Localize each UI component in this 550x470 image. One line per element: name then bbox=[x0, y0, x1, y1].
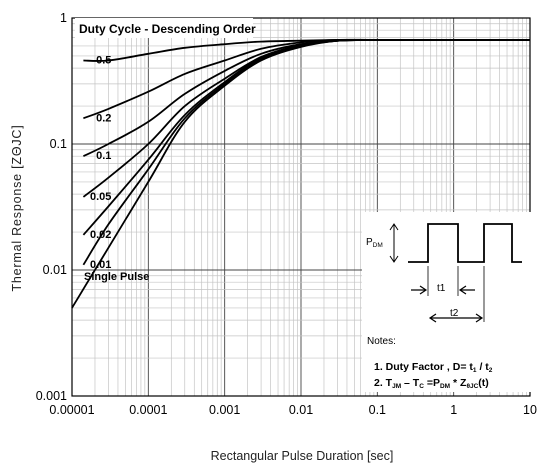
x-axis-label: Rectangular Pulse Duration [sec] bbox=[211, 449, 394, 463]
pdm-arrow-head-bottom bbox=[389, 255, 399, 263]
note-duty-factor: 1. Duty Factor , D= t1 / t2 bbox=[374, 361, 493, 374]
curve-group bbox=[71, 38, 530, 309]
y-axis-label: Thermal Response [ZΘJC] bbox=[10, 124, 24, 291]
curve-single-pulse bbox=[71, 38, 530, 309]
curve-0-2 bbox=[83, 38, 530, 120]
x-tick-label: 0.001 bbox=[209, 403, 240, 417]
curve-label-0-02: 0.02 bbox=[90, 229, 111, 241]
curve-label-0-1: 0.1 bbox=[96, 150, 111, 162]
x-tick-label: 0.1 bbox=[369, 403, 386, 417]
tick-label-group: 0.00001 0.0001 0.001 0.01 0.1 1 10 0.001 0.01 0.1… bbox=[36, 11, 537, 417]
y-tick-label: 0.01 bbox=[43, 263, 67, 277]
legend-title-box bbox=[75, 18, 253, 38]
curve-label-0-5: 0.5 bbox=[96, 54, 111, 66]
t1-arrow-left bbox=[411, 285, 428, 295]
curve-0-05 bbox=[82, 38, 530, 198]
x-tick-label: 0.0001 bbox=[129, 403, 167, 417]
curve-label-0-05: 0.05 bbox=[90, 191, 111, 203]
t1-arrow-right bbox=[458, 285, 475, 295]
note-junction-temp: 2. TJM – TC =PDM * ZθJC(t) bbox=[374, 377, 489, 390]
y-tick-label: 1 bbox=[60, 11, 67, 25]
x-tick-label: 1 bbox=[450, 403, 457, 417]
inset-background bbox=[362, 212, 532, 392]
x-tick-label: 0.00001 bbox=[49, 403, 94, 417]
curve-label-0-2: 0.2 bbox=[96, 112, 111, 124]
curve-label-0-01: 0.01 bbox=[90, 259, 111, 271]
curve-label-single-pulse: Single Pulse bbox=[84, 271, 149, 283]
x-tick-label: 10 bbox=[523, 403, 537, 417]
y-tick-label: 0.001 bbox=[36, 389, 67, 403]
x-tick-label: 0.01 bbox=[289, 403, 313, 417]
curve-0-1 bbox=[83, 38, 530, 158]
notes-label: Notes: bbox=[367, 336, 396, 347]
curve-0-02 bbox=[82, 38, 530, 236]
inset-panel: PDM t1 t2 Notes: 1. Duty Factor , D= t1 … bbox=[362, 212, 532, 392]
t2-arrow bbox=[428, 313, 484, 323]
y-tick-label: 0.1 bbox=[50, 137, 67, 151]
t1-label: t1 bbox=[437, 283, 446, 294]
pdm-arrow-head-top bbox=[389, 223, 399, 231]
t2-label: t2 bbox=[450, 308, 459, 319]
plot-frame bbox=[71, 17, 531, 397]
pdm-label: PDM bbox=[366, 237, 383, 249]
legend-title: Duty Cycle - Descending Order bbox=[79, 22, 256, 36]
pulse-waveform bbox=[408, 223, 522, 263]
